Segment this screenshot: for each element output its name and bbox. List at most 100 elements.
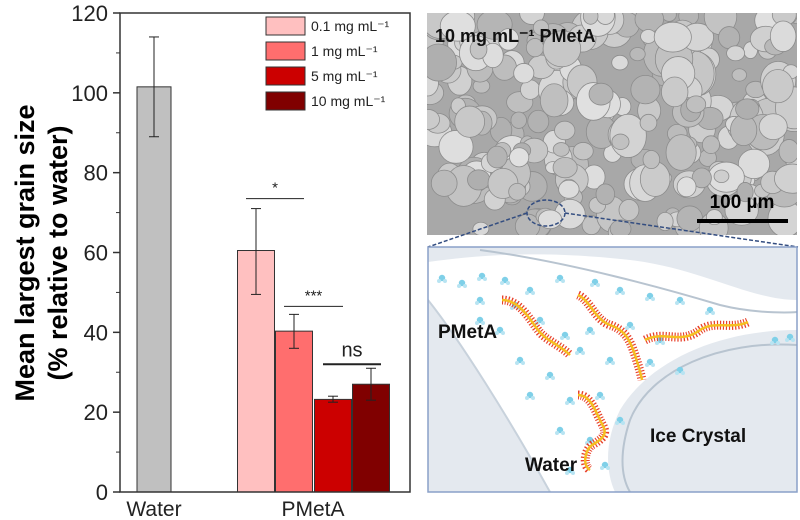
water-hydrogen (495, 331, 499, 335)
grain (588, 82, 614, 106)
grain (532, 19, 550, 36)
grain (774, 163, 797, 194)
water-hydrogen (555, 279, 559, 283)
grain (737, 148, 771, 180)
grain (430, 169, 458, 197)
water-hydrogen (510, 306, 514, 310)
sem-micrograph (427, 13, 797, 235)
water-hydrogen (651, 363, 655, 367)
water-hydrogen (566, 336, 570, 340)
water-hydrogen (591, 331, 595, 335)
water-hydrogen (437, 279, 441, 283)
schematic-label-ice: Ice Crystal (650, 426, 746, 447)
water-hydrogen (483, 277, 487, 281)
grain (630, 74, 661, 105)
water-hydrogen (705, 311, 709, 315)
water-hydrogen (645, 363, 649, 367)
water-hydrogen (565, 401, 569, 405)
water-hydrogen (611, 361, 615, 365)
grain (552, 142, 570, 157)
water-hydrogen (785, 338, 789, 342)
grain (762, 69, 794, 104)
legend-label-3: 10 mg mL⁻¹ (311, 93, 386, 109)
schematic-label-polymer: PMetA (438, 322, 497, 343)
water-hydrogen (531, 291, 535, 295)
axes-layer: 0 20 40 60 80 100 120 Water PMetA (71, 1, 411, 520)
water-hydrogen (791, 338, 795, 342)
water-hydrogen (606, 466, 610, 470)
grain (718, 26, 741, 50)
water-hydrogen (631, 326, 635, 330)
water-hydrogen (651, 297, 655, 301)
water-hydrogen (500, 281, 504, 285)
water-hydrogen (475, 321, 479, 325)
water-hydrogen (561, 431, 565, 435)
bars-layer (136, 36, 390, 493)
grain (427, 43, 457, 82)
water-hydrogen (581, 351, 585, 355)
grain (572, 142, 594, 161)
polymer-backbone-3 (577, 393, 606, 472)
polymer-backbone-0 (501, 298, 571, 356)
water-hydrogen (625, 326, 629, 330)
water-hydrogen (595, 396, 599, 400)
grain (542, 30, 582, 68)
water-hydrogen (615, 291, 619, 295)
grain (469, 39, 488, 60)
water-hydrogen (585, 331, 589, 335)
legend-label-2: 5 mg mL⁻¹ (311, 68, 378, 84)
grain (665, 134, 697, 171)
grain (609, 219, 632, 235)
y-tick-label: 120 (71, 1, 108, 26)
scale-bar-label: 100 µm (710, 192, 775, 213)
legend-swatch-0 (265, 16, 306, 36)
y-axis-label-line1: Mean largest grain size (10, 104, 40, 401)
water-hydrogen (506, 281, 510, 285)
grain (582, 13, 599, 25)
legend-swatch-2 (265, 66, 306, 86)
grain (467, 169, 491, 191)
polymer-backbone-2 (644, 320, 749, 342)
grain (640, 29, 657, 44)
grain (539, 83, 569, 118)
water-hydrogen (501, 331, 505, 335)
significance-label-0: * (272, 180, 278, 197)
grain (427, 109, 440, 130)
water-hydrogen (463, 284, 467, 288)
legend-label-0: 0.1 mg mL⁻¹ (311, 18, 390, 34)
water-hydrogen (545, 376, 549, 380)
water-hydrogen (575, 351, 579, 355)
ice-crystal-top (479, 249, 797, 314)
grain (642, 150, 661, 170)
grain (486, 145, 508, 169)
water-hydrogen (621, 421, 625, 425)
legend-label-1: 1 mg mL⁻¹ (311, 43, 378, 59)
grain (595, 183, 616, 205)
grain (653, 21, 692, 53)
legend-swatch-1 (265, 41, 306, 61)
ice-crystal-left (428, 299, 551, 492)
water-hydrogen (776, 341, 780, 345)
grain (508, 183, 527, 201)
grain (618, 199, 640, 221)
water-hydrogen (515, 361, 519, 365)
zoom-guide-right (564, 212, 799, 248)
water-hydrogen (711, 311, 715, 315)
x-tick-label-pmeta: PMetA (281, 498, 344, 520)
water-hydrogen (561, 279, 565, 283)
water-hydrogen (571, 401, 575, 405)
legend-swatch-3 (265, 91, 306, 111)
water-hydrogen (645, 297, 649, 301)
ice-grains (427, 13, 797, 235)
grain (513, 63, 535, 84)
legend: 0.1 mg mL⁻¹ 1 mg mL⁻¹ 5 mg mL⁻¹ 10 mg mL⁻¹ (265, 16, 390, 111)
water-hydrogen (481, 301, 485, 305)
y-tick-label: 80 (84, 161, 108, 186)
grain (685, 95, 707, 114)
water-hydrogen (457, 284, 461, 288)
grain (595, 13, 615, 25)
schematic-label-water: Water (525, 455, 578, 476)
bar-3 (314, 398, 352, 493)
micrograph-label: 10 mg mL⁻¹ PMetA (435, 26, 596, 46)
grain (509, 147, 530, 168)
